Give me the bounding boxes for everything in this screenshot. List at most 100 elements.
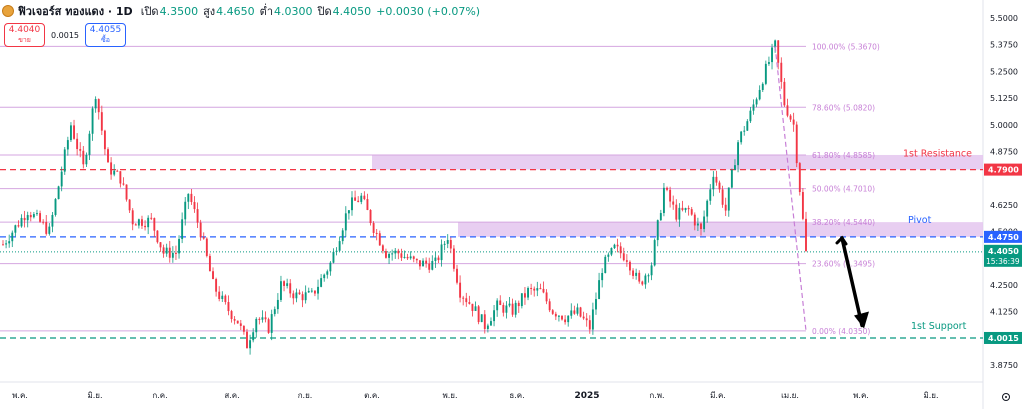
- candle-body: [122, 183, 125, 185]
- candle-body: [366, 199, 369, 210]
- candle-body: [632, 270, 634, 276]
- candle-body: [242, 325, 245, 332]
- level-tag: [984, 331, 1022, 344]
- candle-body: [205, 238, 208, 256]
- candle-body: [422, 260, 424, 267]
- candle-body: [54, 199, 57, 215]
- buy-button[interactable]: 4.4055 ซื้อ: [85, 23, 126, 47]
- candle-body: [718, 182, 721, 190]
- candle-body: [292, 293, 295, 299]
- candle-body: [51, 214, 54, 227]
- candle-body: [666, 187, 668, 190]
- candle-body: [690, 209, 693, 215]
- candle-body: [249, 340, 252, 349]
- candle-body: [709, 189, 712, 201]
- candle-body: [178, 239, 180, 254]
- candle-body: [42, 221, 45, 223]
- candle-body: [415, 258, 418, 261]
- candle-body: [289, 283, 292, 294]
- candle-body: [693, 214, 696, 226]
- candle-body: [391, 253, 394, 255]
- level-label: Pivot: [908, 215, 932, 226]
- candle-body: [446, 240, 449, 244]
- candle-body: [740, 131, 743, 143]
- candle-body: [610, 248, 613, 255]
- candle-body: [45, 221, 48, 234]
- sell-button[interactable]: 4.4040 ขาย: [4, 23, 45, 47]
- candle-body: [326, 271, 329, 275]
- candle-body: [116, 170, 119, 172]
- candle-body: [601, 273, 604, 281]
- candle-body: [125, 184, 128, 200]
- candle-body: [11, 232, 14, 242]
- candle-body: [619, 246, 622, 254]
- price-zone: [372, 154, 983, 170]
- symbol-title[interactable]: ฟิวเจอร์ส ทองแดง · 1D: [18, 5, 133, 18]
- open-label: เปิด: [140, 5, 159, 18]
- candle-body: [199, 222, 202, 238]
- candle-body: [32, 214, 35, 218]
- candle-body: [20, 217, 23, 227]
- buy-price: 4.4055: [89, 25, 122, 35]
- x-tick-label: ก.ค.: [152, 391, 167, 400]
- candle-body: [60, 171, 63, 187]
- candle-body: [141, 219, 143, 226]
- candle-body: [530, 287, 533, 289]
- candle-body: [218, 291, 221, 300]
- x-tick-label: ก.ย.: [298, 391, 313, 400]
- close-label: ปิด: [317, 5, 332, 18]
- candle-body: [113, 170, 116, 175]
- candle-body: [252, 332, 255, 341]
- candle-body: [805, 218, 807, 252]
- candle-body: [570, 310, 573, 316]
- candle-body: [761, 83, 764, 90]
- low-label: ต่ำ: [259, 5, 273, 18]
- candle-body: [582, 316, 585, 319]
- candle-body: [499, 300, 502, 305]
- candle-body: [764, 63, 767, 84]
- candle-body: [755, 99, 758, 105]
- y-tick-label: 4.1250: [990, 308, 1018, 317]
- x-tick-label: พ.ย.: [442, 391, 457, 400]
- candle-body: [196, 209, 199, 223]
- candle-body: [669, 189, 672, 202]
- fib-label: 78.60% (5.0820): [812, 103, 875, 112]
- candle-body: [789, 115, 792, 120]
- candle-body: [335, 250, 338, 252]
- sell-price: 4.4040: [8, 25, 41, 35]
- candle-body: [332, 251, 335, 263]
- candle-body: [128, 199, 131, 211]
- candle-body: [465, 298, 468, 303]
- candle-body: [579, 307, 582, 317]
- candle-body: [437, 257, 440, 261]
- x-tick-label: พ.ค.: [12, 391, 28, 400]
- candle-body: [715, 176, 718, 183]
- candle-body: [564, 319, 567, 323]
- price-axis: 5.5000 5.3750 5.2500 5.1250 5.0000 4.8750 4.62…: [984, 14, 1022, 401]
- candle-body: [147, 217, 150, 228]
- candle-body: [730, 169, 733, 188]
- close-value: 4.4050: [332, 4, 372, 18]
- open-value: 4.3500: [159, 4, 199, 18]
- candle-body: [103, 130, 106, 150]
- candle-body: [514, 302, 517, 315]
- candle-body: [385, 251, 387, 258]
- candle-body: [23, 217, 26, 221]
- candle-body: [721, 189, 724, 205]
- candle-body: [165, 247, 168, 254]
- candle-body: [712, 176, 715, 190]
- candle-body: [727, 187, 730, 211]
- candle-body: [360, 195, 363, 202]
- x-tick-label: เม.ย.: [781, 391, 799, 400]
- candle-body: [644, 275, 647, 285]
- buy-label: ซื้อ: [101, 36, 110, 44]
- candle-body: [261, 317, 264, 320]
- candle-body: [551, 310, 554, 314]
- candle-body: [286, 283, 289, 286]
- x-tick-label: มิ.ย.: [923, 391, 938, 400]
- chart-header: ฟิวเจอร์ส ทองแดง · 1D เปิด 4.3500 สูง 4.46…: [2, 2, 485, 20]
- y-tick-label: 5.5000: [990, 14, 1018, 23]
- fib-label: 23.60% (4.3495): [812, 260, 875, 269]
- x-tick-label: ธ.ค.: [509, 391, 524, 400]
